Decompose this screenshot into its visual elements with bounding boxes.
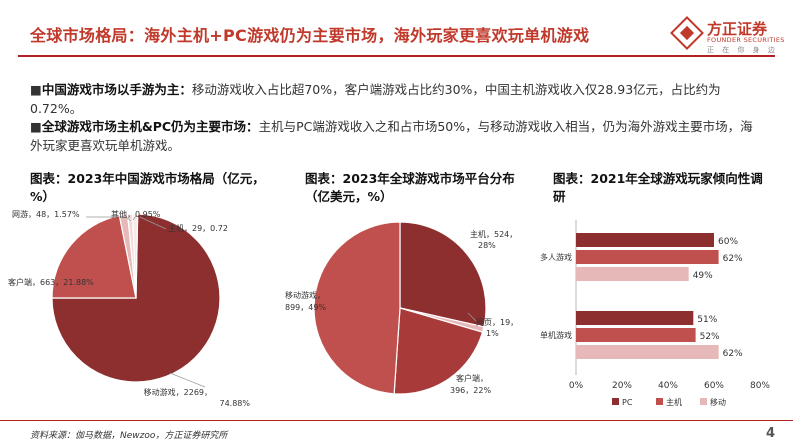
pie-slice-0 bbox=[51, 213, 221, 383]
leader-web bbox=[467, 312, 477, 322]
x-tick-label-3: 60% bbox=[704, 381, 724, 391]
leader-other bbox=[132, 215, 137, 221]
source-note: 资料来源：伽马数据，Newzoo，方正证券研究所 bbox=[30, 431, 228, 441]
bar-label-多人游戏-移动: 49% bbox=[693, 271, 713, 281]
chart2-title: 图表：2023年全球游戏市场平台分布（亿美元，%） bbox=[305, 171, 515, 204]
slice-label-mobile-pct: 74.88% bbox=[219, 399, 250, 408]
legend-swatch-主机 bbox=[656, 398, 663, 405]
bar-多人游戏-主机 bbox=[576, 250, 719, 264]
pie-slice-0 bbox=[399, 221, 487, 328]
bullet-text: 移动游戏收入占比超70%，客户端游戏占比约30%，中国主机游戏收入仅28.93亿… bbox=[30, 82, 721, 116]
title-divider bbox=[18, 55, 775, 57]
slice-label-web-1: 网页，19， bbox=[476, 318, 518, 327]
leader-webgame bbox=[86, 216, 132, 222]
slice-label-console-1: 主机，524， bbox=[470, 229, 517, 239]
logo-name-en: FOUNDER SECURITIES bbox=[707, 36, 785, 44]
bullet-marker: ■ bbox=[30, 119, 42, 134]
legend-swatch-PC bbox=[612, 398, 619, 405]
category-label-1: 单机游戏 bbox=[540, 330, 572, 340]
bullet-china-market: ■中国游戏市场以手游为主：移动游戏收入占比超70%，客户端游戏占比约30%，中国… bbox=[30, 80, 765, 118]
slice-label-console: 主机，29，0.72 bbox=[168, 223, 228, 233]
global-platform-pie-chart: 主机，524， 28% 网页，19， 1% 客户端， 396，22% 移动游戏， 899，49… bbox=[285, 221, 518, 395]
bar-label-多人游戏-主机: 62% bbox=[723, 254, 743, 264]
bar-单机游戏-主机 bbox=[576, 328, 696, 342]
pie-slice-1 bbox=[51, 214, 137, 299]
logo-slogan: 正 在 你 身 边 bbox=[707, 46, 778, 54]
legend-label-PC: PC bbox=[622, 398, 633, 407]
chart1-title: 图表：2023年中国游戏市场格局（亿元，%） bbox=[30, 171, 265, 204]
bullet-lead: 全球游戏市场主机&PC仍为主要市场： bbox=[41, 119, 259, 134]
slice-label-web-2: 1% bbox=[486, 329, 499, 338]
bar-label-单机游戏-PC: 51% bbox=[697, 315, 717, 325]
legend-swatch-移动 bbox=[700, 398, 707, 405]
pie-slice-3 bbox=[313, 221, 401, 395]
chart3-title: 图表：2021年全球游戏玩家倾向性调研 bbox=[553, 171, 763, 204]
legend-label-主机: 主机 bbox=[666, 397, 682, 407]
china-market-pie-chart: 移动游戏，2269， 74.88% 客户端，663，21.88% 网游，48，1.57… bbox=[8, 209, 250, 408]
founder-logo-icon bbox=[670, 16, 704, 50]
page-title: 全球市场格局：海外主机+PC游戏仍为主要市场，海外玩家更喜欢玩单机游戏 bbox=[30, 26, 590, 45]
x-tick-label-2: 40% bbox=[658, 381, 678, 391]
bullet-marker: ■ bbox=[30, 82, 42, 97]
slice-label-console-2: 28% bbox=[478, 241, 496, 250]
leader-console bbox=[139, 216, 167, 230]
category-label-0: 多人游戏 bbox=[540, 252, 572, 262]
slice-label-other: 其他，0.95% bbox=[111, 209, 161, 219]
slice-label-mobile-1: 移动游戏， bbox=[285, 290, 325, 300]
bar-单机游戏-移动 bbox=[576, 345, 719, 359]
bar-label-多人游戏-PC: 60% bbox=[718, 237, 738, 247]
slice-label-webgame: 网游，48，1.57% bbox=[12, 209, 80, 219]
bar-多人游戏-PC bbox=[576, 233, 714, 247]
logo-name-cn: 方正证券 bbox=[707, 20, 768, 38]
bullet-text: 主机与PC端游戏收入之和占市场50%，与移动游戏收入相当，仍为海外游戏主要市场，… bbox=[30, 119, 753, 153]
founder-logo: 方正证券 FOUNDER SECURITIES 正 在 你 身 边 bbox=[670, 16, 785, 54]
leader-mobile bbox=[169, 372, 206, 388]
bar-多人游戏-移动 bbox=[576, 267, 689, 281]
x-tick-label-4: 80% bbox=[750, 381, 770, 391]
bullet-lead: 中国游戏市场以手游为主： bbox=[41, 82, 192, 97]
slice-label-client-2: 396，22% bbox=[450, 386, 491, 395]
x-tick-label-0: 0% bbox=[569, 381, 584, 391]
pie-slice-4 bbox=[132, 213, 139, 299]
page-number: 4 bbox=[765, 426, 775, 441]
bar-单机游戏-PC bbox=[576, 311, 694, 325]
bullet-global-market: ■全球游戏市场主机&PC仍为主要市场：主机与PC端游戏收入之和占市场50%，与移… bbox=[30, 117, 765, 155]
x-tick-label-1: 20% bbox=[612, 381, 632, 391]
bar-label-单机游戏-移动: 62% bbox=[723, 349, 743, 359]
slice-label-mobile: 移动游戏，2269， bbox=[144, 387, 212, 397]
bar-label-单机游戏-主机: 52% bbox=[700, 332, 720, 342]
pie-slice-2 bbox=[393, 307, 484, 395]
legend-label-移动: 移动 bbox=[710, 397, 726, 407]
footer-divider bbox=[0, 420, 793, 421]
slice-label-mobile-2: 899，49% bbox=[285, 303, 326, 312]
slice-label-client: 客户端，663，21.88% bbox=[8, 277, 94, 287]
slice-label-client-1: 客户端， bbox=[456, 373, 488, 383]
